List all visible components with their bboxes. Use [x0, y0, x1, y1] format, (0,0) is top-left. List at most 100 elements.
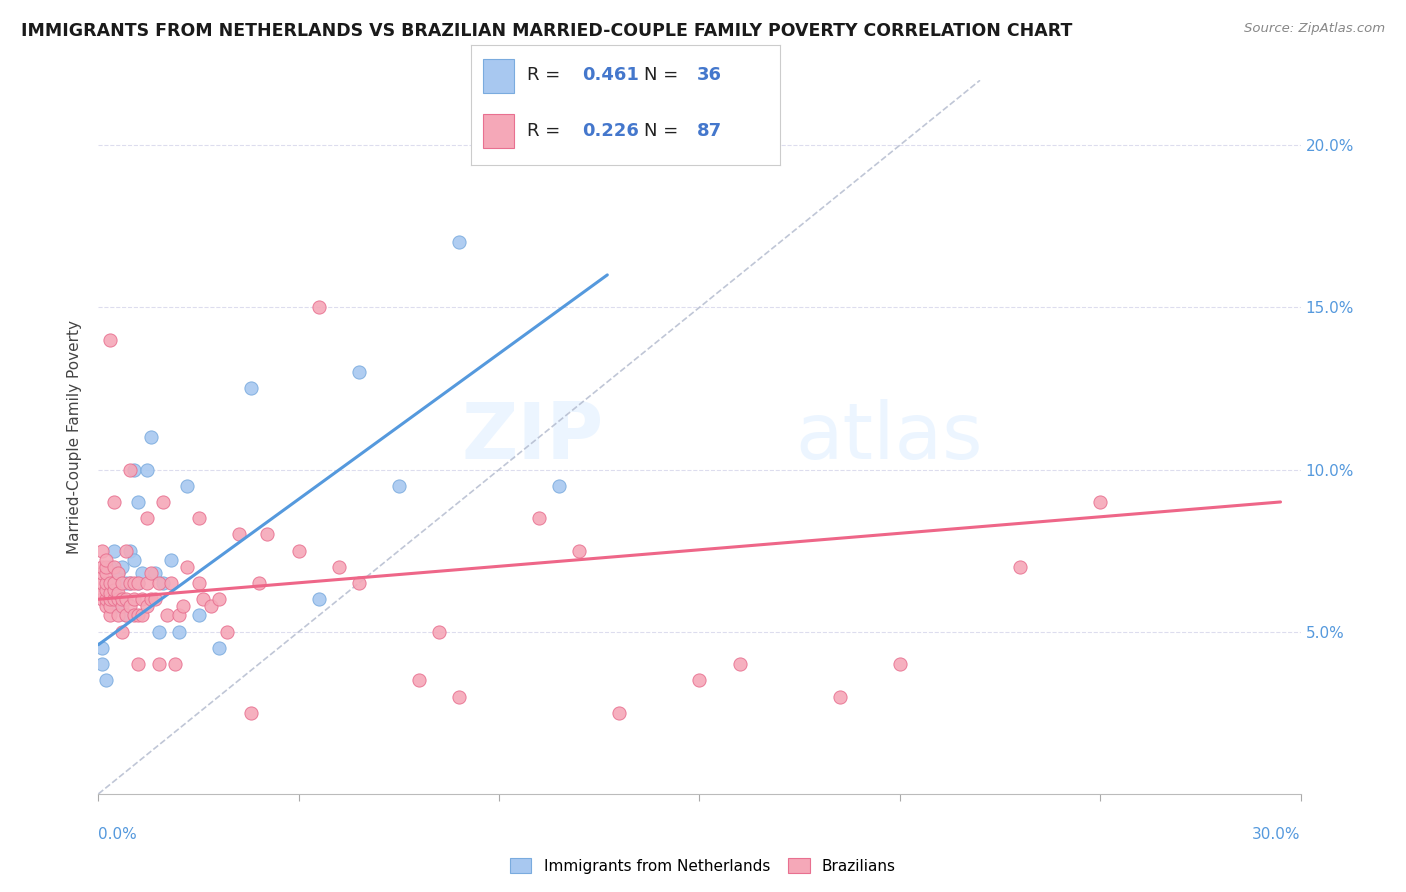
- Point: [111, 559, 134, 574]
- Point: [103, 582, 125, 597]
- Point: [115, 608, 138, 623]
- Point: [96, 576, 118, 591]
- Point: [408, 673, 430, 688]
- Point: [176, 479, 198, 493]
- Text: 0.226: 0.226: [582, 121, 640, 140]
- Point: [548, 479, 571, 493]
- Point: [91, 592, 114, 607]
- Point: [143, 566, 166, 581]
- Point: [187, 608, 209, 623]
- Point: [247, 576, 270, 591]
- Point: [111, 592, 134, 607]
- Point: [347, 365, 370, 379]
- Point: [103, 576, 125, 591]
- Point: [100, 608, 122, 623]
- Point: [447, 235, 470, 250]
- Text: R =: R =: [527, 121, 565, 140]
- Point: [100, 586, 122, 600]
- Point: [215, 624, 238, 639]
- Point: [139, 430, 162, 444]
- Text: 30.0%: 30.0%: [1253, 827, 1301, 841]
- Point: [103, 495, 125, 509]
- Point: [159, 576, 181, 591]
- Text: N =: N =: [644, 121, 685, 140]
- Point: [115, 592, 138, 607]
- Point: [208, 592, 231, 607]
- Point: [152, 495, 174, 509]
- Point: [111, 592, 134, 607]
- Point: [91, 576, 114, 591]
- Point: [152, 576, 174, 591]
- Bar: [484, 114, 515, 148]
- Point: [107, 592, 129, 607]
- Point: [115, 608, 138, 623]
- Point: [148, 576, 170, 591]
- Point: [96, 566, 118, 581]
- Point: [1088, 495, 1111, 509]
- Point: [135, 576, 157, 591]
- Point: [200, 599, 222, 613]
- Point: [187, 576, 209, 591]
- Point: [100, 592, 122, 607]
- Point: [889, 657, 911, 672]
- Point: [347, 576, 370, 591]
- Point: [131, 566, 153, 581]
- Text: atlas: atlas: [796, 399, 983, 475]
- Point: [115, 576, 138, 591]
- Point: [131, 592, 153, 607]
- Point: [111, 599, 134, 613]
- Point: [91, 586, 114, 600]
- Bar: [484, 59, 515, 93]
- Text: N =: N =: [644, 66, 685, 85]
- Point: [172, 599, 194, 613]
- Point: [91, 640, 114, 655]
- Point: [239, 381, 262, 395]
- Legend: Immigrants from Netherlands, Brazilians: Immigrants from Netherlands, Brazilians: [503, 852, 903, 880]
- Point: [191, 592, 214, 607]
- Point: [159, 553, 181, 567]
- Point: [107, 566, 129, 581]
- Point: [139, 592, 162, 607]
- Point: [427, 624, 450, 639]
- Text: IMMIGRANTS FROM NETHERLANDS VS BRAZILIAN MARRIED-COUPLE FAMILY POVERTY CORRELATI: IMMIGRANTS FROM NETHERLANDS VS BRAZILIAN…: [21, 22, 1073, 40]
- Point: [96, 673, 118, 688]
- Point: [96, 592, 118, 607]
- Point: [187, 511, 209, 525]
- Point: [120, 543, 142, 558]
- Y-axis label: Married-Couple Family Poverty: Married-Couple Family Poverty: [67, 320, 83, 554]
- Point: [529, 511, 551, 525]
- Point: [91, 566, 114, 581]
- Point: [103, 559, 125, 574]
- Text: Source: ZipAtlas.com: Source: ZipAtlas.com: [1244, 22, 1385, 36]
- Point: [135, 599, 157, 613]
- Text: ZIP: ZIP: [461, 399, 603, 475]
- Point: [96, 582, 118, 597]
- Point: [228, 527, 250, 541]
- Point: [120, 576, 142, 591]
- Point: [208, 640, 231, 655]
- Text: R =: R =: [527, 66, 565, 85]
- Point: [128, 495, 150, 509]
- Point: [328, 559, 350, 574]
- Point: [447, 690, 470, 704]
- Point: [100, 592, 122, 607]
- Point: [143, 592, 166, 607]
- Point: [100, 576, 122, 591]
- Point: [128, 576, 150, 591]
- Point: [568, 543, 591, 558]
- Point: [148, 624, 170, 639]
- Point: [91, 657, 114, 672]
- Point: [103, 592, 125, 607]
- Point: [148, 657, 170, 672]
- Point: [103, 576, 125, 591]
- Point: [131, 608, 153, 623]
- Point: [256, 527, 278, 541]
- Point: [124, 576, 146, 591]
- Point: [689, 673, 711, 688]
- Point: [139, 566, 162, 581]
- Point: [155, 608, 177, 623]
- Point: [135, 462, 157, 476]
- Point: [120, 576, 142, 591]
- Point: [120, 599, 142, 613]
- Point: [100, 559, 122, 574]
